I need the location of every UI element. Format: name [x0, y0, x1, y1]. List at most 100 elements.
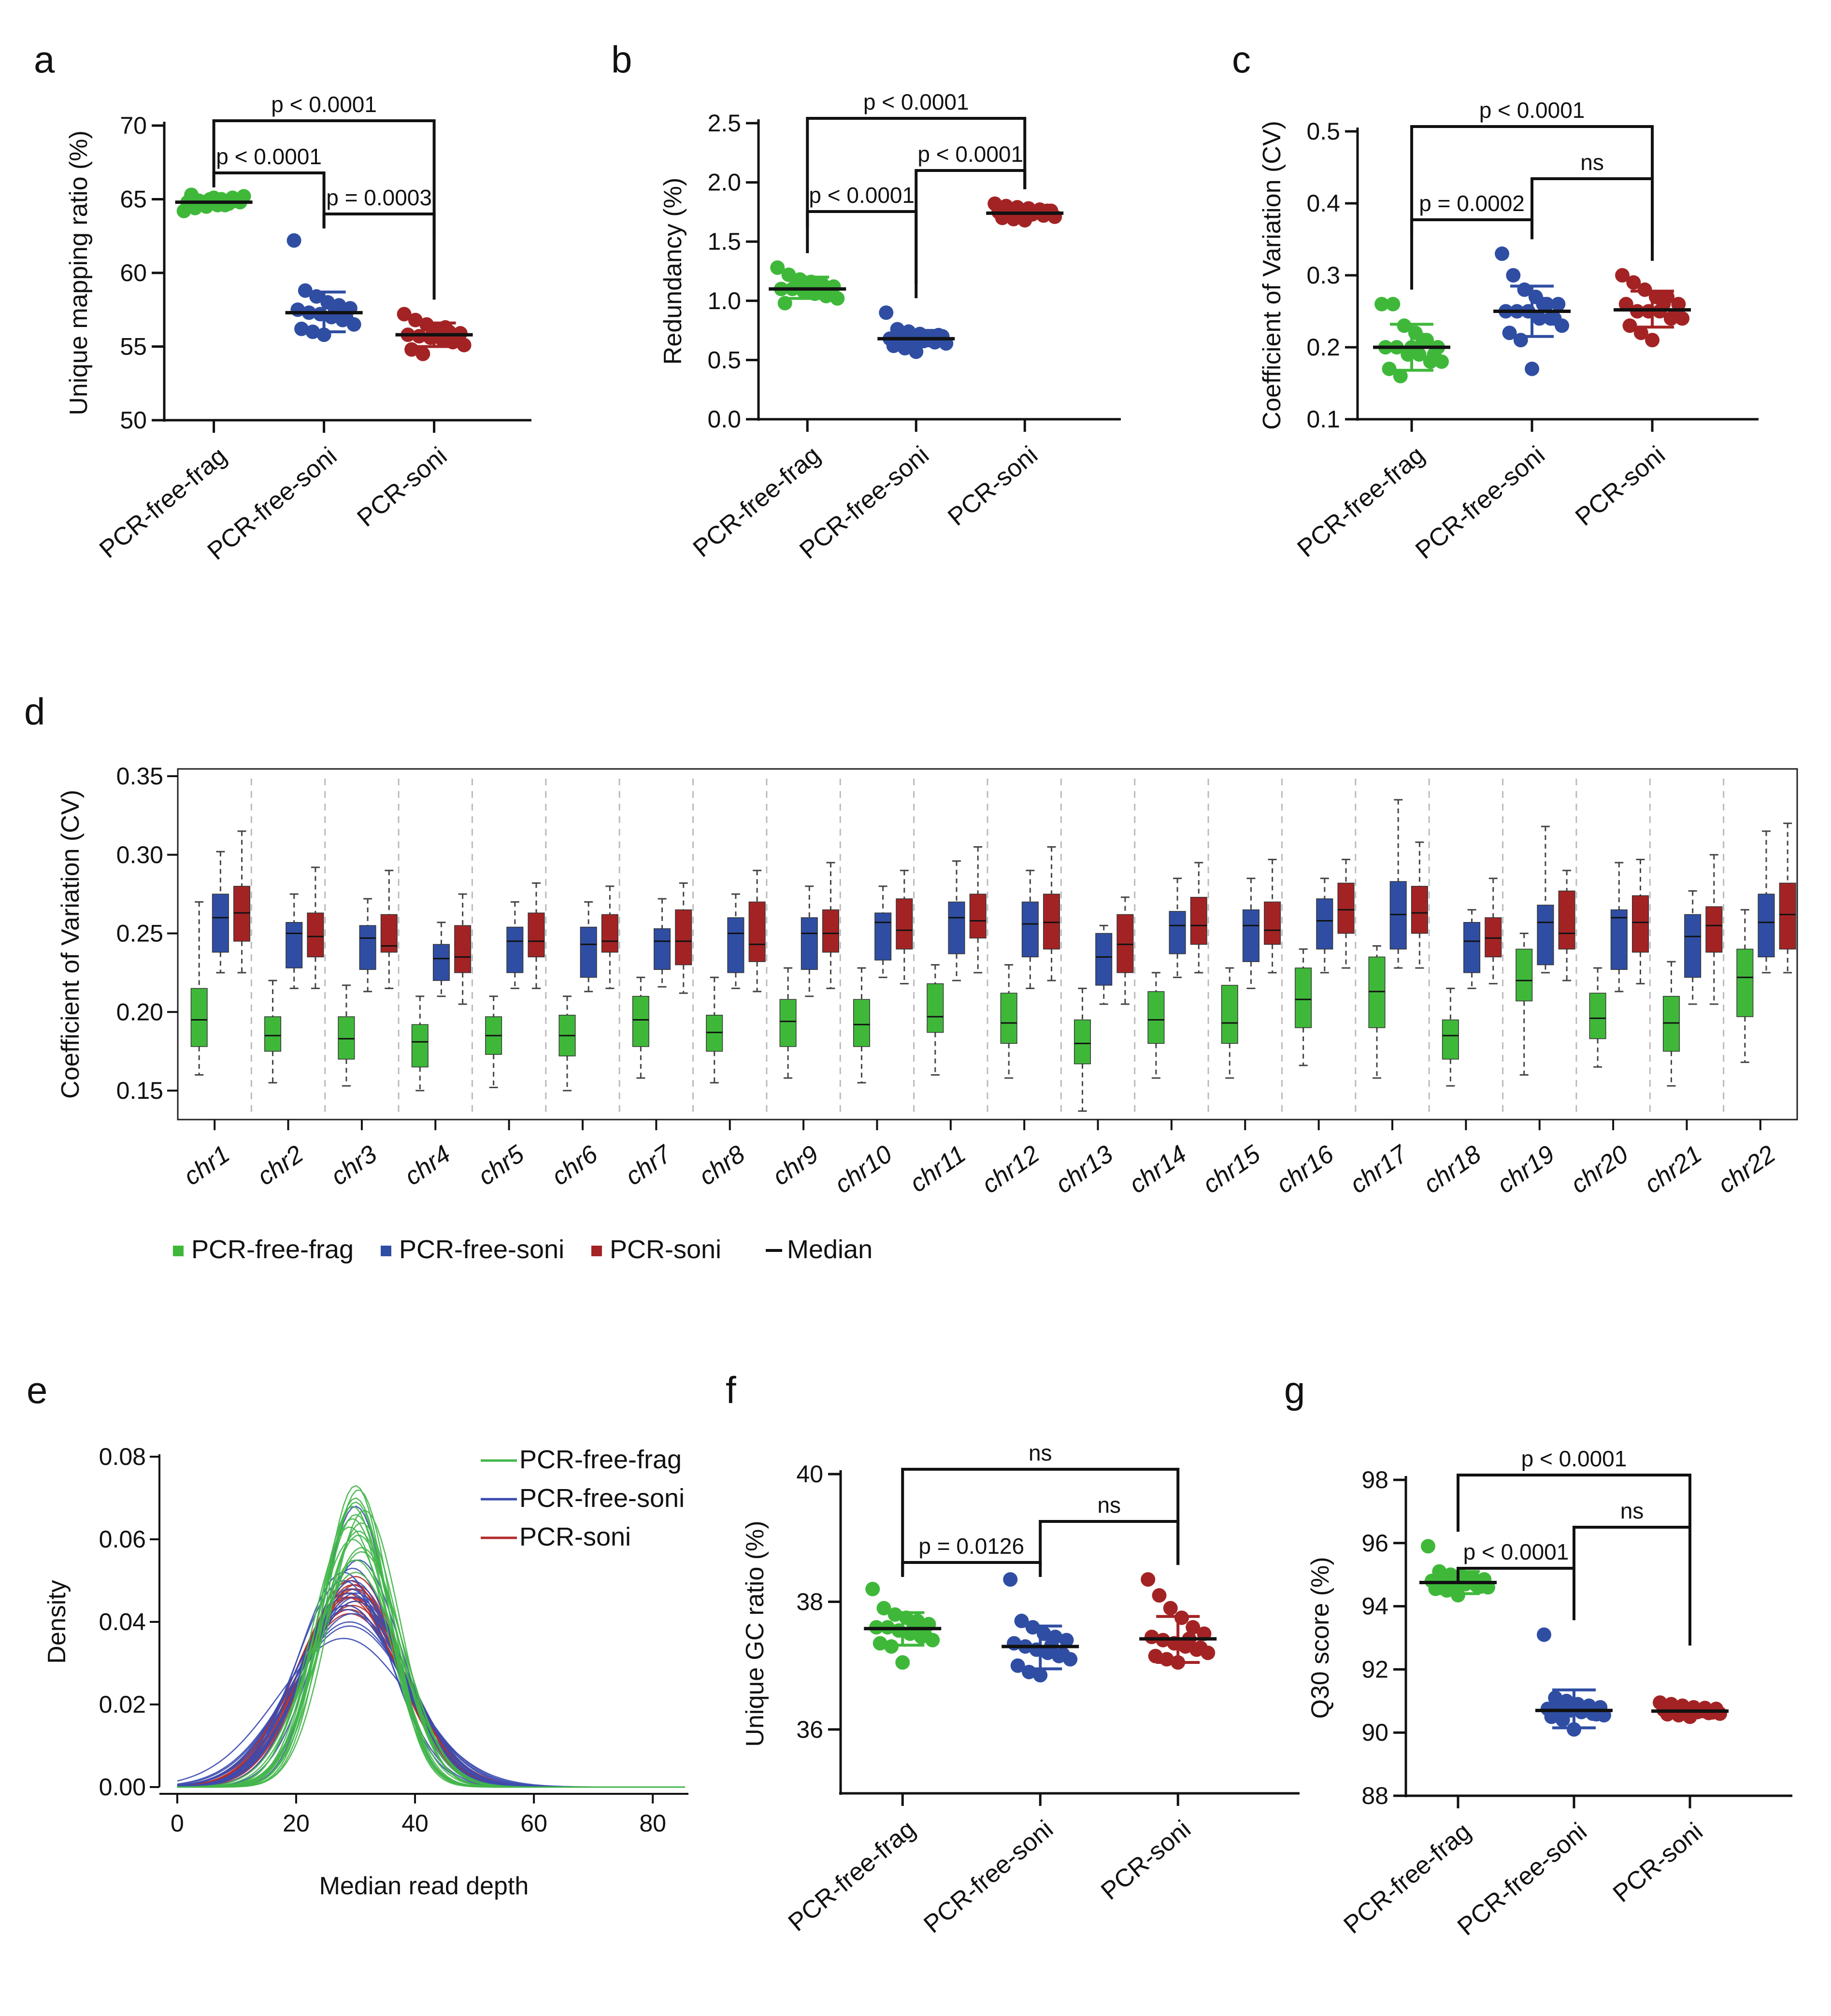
y-tick-label: 40 — [796, 1461, 823, 1488]
x-category-label: chr17 — [1345, 1139, 1414, 1199]
data-point — [1148, 1648, 1163, 1663]
y-tick-label: 65 — [120, 186, 147, 213]
box — [874, 912, 892, 961]
data-point — [449, 333, 464, 348]
box — [286, 922, 303, 968]
data-point — [906, 1618, 921, 1633]
x-category-label: chr18 — [1418, 1140, 1486, 1199]
x-category-label: chr11 — [905, 1140, 971, 1198]
x-category-label: chr19 — [1492, 1140, 1560, 1199]
box — [1264, 901, 1281, 945]
data-point — [1451, 1588, 1465, 1603]
box — [1169, 911, 1186, 954]
significance-bracket — [806, 117, 1027, 227]
x-category-label: chr3 — [326, 1140, 382, 1191]
data-point — [1427, 347, 1442, 362]
box — [706, 1015, 723, 1052]
legend-label: PCR-free-soni — [399, 1235, 564, 1264]
box — [264, 1016, 282, 1052]
y-tick-label: 0.35 — [116, 763, 163, 790]
y-tick-label: 0.25 — [116, 920, 163, 947]
significance-bracket — [212, 171, 326, 226]
panel-d: d 0.15 0.20 0.25 0.30 0.35 Coefficient of Vari… — [24, 690, 1798, 1264]
box — [1043, 894, 1060, 950]
box — [1631, 895, 1649, 953]
y-tick-label: 98 — [1361, 1466, 1388, 1493]
significance-bracket — [901, 1468, 1180, 1575]
data-point — [286, 233, 301, 248]
y-tick-label: 60 — [120, 259, 147, 286]
y-tick-label: 2.0 — [707, 169, 741, 196]
box — [1779, 882, 1796, 950]
box — [822, 909, 839, 953]
data-point — [1645, 333, 1660, 348]
box — [1684, 914, 1702, 978]
legend-label: PCR-free-frag — [519, 1445, 682, 1474]
data-point — [1040, 203, 1055, 218]
significance-bracket — [806, 210, 918, 298]
x-category-label: chr8 — [694, 1140, 750, 1191]
x-category-label: chr22 — [1713, 1140, 1781, 1199]
x-category-label: chr1 — [179, 1140, 235, 1191]
data-point — [917, 1628, 932, 1643]
y-tick-label: 55 — [120, 333, 147, 360]
significance-label: p = 0.0003 — [326, 185, 432, 210]
significance-label: p < 0.0001 — [1463, 1539, 1569, 1564]
box — [1221, 985, 1238, 1044]
significance-label: p < 0.0001 — [271, 92, 377, 117]
data-point — [1525, 361, 1540, 376]
significance-label: ns — [1580, 150, 1604, 175]
significance-bracket — [1531, 177, 1654, 261]
data-point — [1548, 1690, 1563, 1705]
data-point — [1163, 1601, 1178, 1616]
significance-label: p = 0.0002 — [1419, 191, 1525, 216]
data-point — [415, 346, 430, 361]
panel-letter: d — [24, 690, 45, 733]
x-category-label: PCR-free-frag — [1292, 441, 1430, 563]
data-point — [298, 283, 313, 298]
box — [1736, 949, 1754, 1017]
significance-label: p < 0.0001 — [1479, 98, 1585, 123]
y-tick-label: 2.5 — [707, 110, 741, 137]
data-point — [1495, 246, 1510, 261]
y-axis-label: Coefficient of Variation (CV) — [1258, 121, 1286, 430]
plot-frame — [177, 768, 1798, 1121]
y-axis-label: Unique GC ratio (%) — [741, 1520, 769, 1746]
data-point — [1622, 318, 1637, 333]
y-tick-label: 70 — [120, 112, 147, 139]
data-point — [1547, 311, 1562, 326]
y-tick-label: 1.5 — [707, 228, 741, 255]
box — [1662, 995, 1680, 1052]
y-tick-label: 0.2 — [1306, 334, 1340, 361]
data-point — [397, 307, 412, 322]
panel-letter: a — [34, 38, 55, 81]
y-tick-label: 0.02 — [99, 1691, 146, 1718]
legend-label: PCR-free-soni — [519, 1484, 685, 1513]
box — [1242, 909, 1259, 962]
box — [727, 917, 744, 973]
box — [432, 944, 450, 981]
legend-swatch — [173, 1246, 184, 1256]
box — [580, 926, 597, 978]
box — [632, 995, 649, 1047]
x-category-label: chr9 — [768, 1140, 824, 1191]
data-point — [770, 260, 785, 275]
data-point — [1374, 297, 1389, 312]
data-point — [1555, 1713, 1570, 1728]
x-category-label: chr13 — [1051, 1140, 1118, 1199]
data-point — [1536, 297, 1551, 312]
box — [411, 1024, 429, 1067]
y-tick-label: 0.3 — [1306, 262, 1340, 289]
box — [601, 914, 618, 953]
x-tick-label: 60 — [520, 1810, 547, 1837]
data-point — [184, 187, 199, 202]
box — [748, 901, 766, 962]
box — [1485, 917, 1502, 958]
significance-label: p < 0.0001 — [917, 142, 1023, 167]
significance-bracket — [915, 169, 1027, 284]
panel-c: c 0.1 0.2 0.3 0.4 0.5 Coefficient of Variation… — [1232, 38, 1759, 565]
box — [654, 928, 671, 970]
